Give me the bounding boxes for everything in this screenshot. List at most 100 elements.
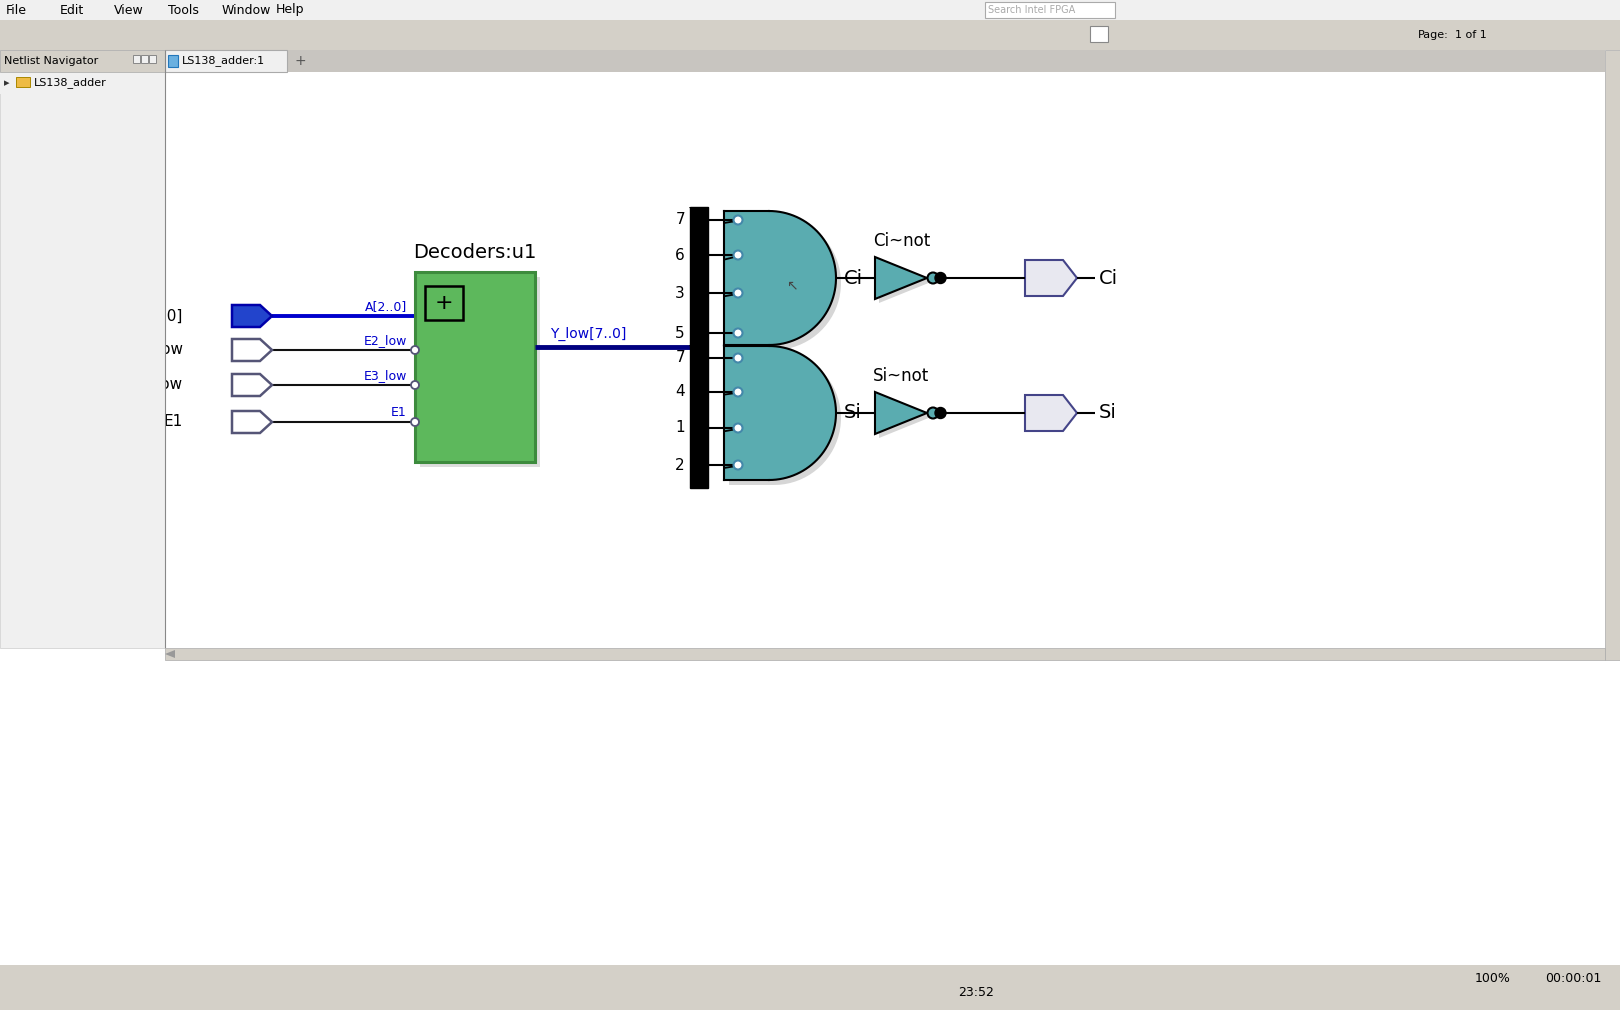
Circle shape [935, 407, 946, 418]
Text: Netlist Navigator: Netlist Navigator [3, 56, 99, 66]
Circle shape [928, 273, 938, 284]
Polygon shape [774, 216, 841, 350]
Circle shape [734, 354, 742, 363]
Bar [165, 50, 287, 72]
Bar [0, 72, 165, 94]
Bar [141, 55, 147, 63]
Text: Ci: Ci [844, 269, 863, 288]
Bar [0, 965, 1620, 1010]
Text: E1: E1 [392, 406, 407, 419]
Bar [690, 207, 708, 488]
Circle shape [411, 418, 420, 426]
Text: ↖: ↖ [786, 278, 797, 292]
Polygon shape [729, 216, 774, 350]
Polygon shape [688, 345, 710, 358]
Circle shape [935, 273, 946, 284]
Text: Si~not: Si~not [873, 367, 930, 385]
Text: Search Intel FPGA: Search Intel FPGA [988, 5, 1076, 15]
Bar [724, 211, 769, 345]
Text: LS138_adder:1: LS138_adder:1 [181, 56, 266, 67]
Text: View: View [113, 3, 144, 16]
Text: 2: 2 [676, 458, 685, 473]
Text: Tools: Tools [168, 3, 199, 16]
Text: Si: Si [1098, 404, 1116, 422]
Text: E3_low: E3_low [130, 377, 183, 393]
Bar [168, 55, 178, 67]
Bar [0, 50, 165, 648]
Bar [165, 50, 1605, 72]
Bar [0, 0, 1620, 20]
Polygon shape [774, 351, 841, 485]
Text: 1: 1 [676, 420, 685, 435]
Text: +: + [434, 293, 454, 313]
Circle shape [734, 289, 742, 298]
Bar [420, 277, 539, 467]
Text: +: + [295, 54, 306, 68]
Text: E1: E1 [164, 414, 183, 429]
Text: 4: 4 [676, 385, 685, 400]
Text: ▸: ▸ [3, 78, 10, 88]
Circle shape [734, 388, 742, 397]
Text: Si: Si [844, 404, 862, 422]
Polygon shape [770, 211, 836, 345]
Circle shape [411, 381, 420, 389]
Text: Ci: Ci [1098, 269, 1118, 288]
Bar [165, 648, 1605, 660]
Text: 7: 7 [676, 350, 685, 366]
Bar [985, 2, 1115, 18]
Text: 5: 5 [676, 325, 685, 340]
Bar [0, 660, 1620, 1010]
Bar [0, 50, 165, 72]
Bar [415, 272, 535, 462]
Text: Ci~not: Ci~not [873, 232, 930, 250]
Polygon shape [232, 305, 272, 327]
Text: 100%: 100% [1474, 972, 1511, 985]
Text: 3: 3 [676, 286, 685, 301]
Text: A[2..0]: A[2..0] [131, 308, 183, 323]
Bar [1090, 26, 1108, 42]
Circle shape [734, 461, 742, 470]
Text: 23:52: 23:52 [957, 987, 995, 1000]
Text: Help: Help [275, 3, 305, 16]
Text: Decoders:u1: Decoders:u1 [413, 242, 536, 262]
Text: E2_low: E2_low [363, 334, 407, 347]
Bar [1605, 50, 1620, 660]
Text: LS138_adder: LS138_adder [34, 78, 107, 89]
Polygon shape [770, 346, 836, 480]
Text: Window: Window [222, 3, 272, 16]
Polygon shape [880, 396, 932, 438]
Polygon shape [880, 261, 932, 303]
Text: Page:: Page: [1418, 30, 1448, 40]
Text: 6: 6 [676, 247, 685, 263]
Text: 7: 7 [676, 212, 685, 227]
Bar [0, 20, 1620, 50]
Polygon shape [232, 339, 272, 361]
Text: A[2..0]: A[2..0] [364, 301, 407, 313]
Bar [724, 346, 769, 480]
Text: 00:00:01: 00:00:01 [1545, 972, 1602, 985]
Polygon shape [232, 374, 272, 396]
Polygon shape [688, 207, 710, 220]
Polygon shape [729, 351, 774, 485]
Polygon shape [875, 257, 927, 299]
Polygon shape [1025, 260, 1077, 296]
Circle shape [928, 407, 938, 418]
Circle shape [734, 423, 742, 432]
Text: Edit: Edit [60, 3, 84, 16]
Bar [424, 286, 463, 320]
Polygon shape [232, 411, 272, 433]
Text: Y_low[7..0]: Y_low[7..0] [551, 327, 627, 341]
Bar [149, 55, 156, 63]
Polygon shape [1025, 395, 1077, 431]
Text: 1 of 1: 1 of 1 [1455, 30, 1487, 40]
Circle shape [734, 250, 742, 260]
Polygon shape [875, 392, 927, 434]
Bar [16, 77, 31, 87]
Circle shape [734, 328, 742, 337]
Text: File: File [6, 3, 28, 16]
Circle shape [734, 215, 742, 224]
Bar [133, 55, 139, 63]
Polygon shape [165, 650, 175, 658]
Text: E2_low: E2_low [130, 342, 183, 359]
Text: E3_low: E3_low [363, 370, 407, 383]
